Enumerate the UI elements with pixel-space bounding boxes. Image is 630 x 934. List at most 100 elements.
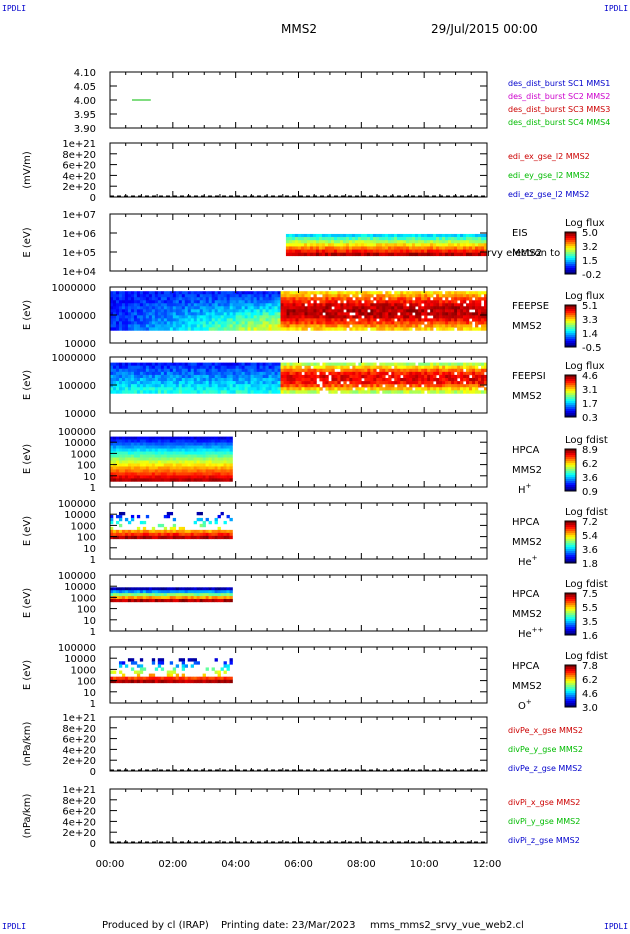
heatmap-cell (136, 303, 141, 307)
heatmap-cell (232, 378, 236, 382)
heatmap-cell (447, 246, 452, 250)
heatmap-cell (115, 309, 120, 313)
heatmap-cell (208, 475, 212, 479)
heatmap-cell (172, 451, 177, 455)
heatmap-cell (190, 378, 195, 382)
heatmap-cell (268, 384, 272, 388)
colorbar-step (565, 523, 576, 526)
heatmap-cell (199, 309, 204, 313)
heatmap-cell (157, 374, 162, 379)
heatmap-cell (262, 297, 266, 301)
colorbar-step (565, 613, 576, 616)
heatmap-cell (142, 454, 147, 458)
heatmap-cell (310, 309, 314, 313)
heatmap-cell (277, 387, 281, 391)
colorbar-title: Log fdist (565, 435, 608, 446)
heatmap-cell (142, 374, 147, 379)
heatmap-cell (400, 309, 404, 313)
heatmap-cell (397, 362, 401, 366)
heatmap-cell (382, 300, 386, 304)
heatmap-cell (136, 318, 141, 322)
heatmap-cell (193, 374, 198, 379)
heatmap-cell (390, 252, 395, 257)
heatmap-cell (229, 315, 233, 319)
heatmap-cell (199, 315, 204, 319)
heatmap-cell (163, 442, 168, 446)
heatmap-cell (334, 371, 338, 376)
colorbar-step (565, 601, 576, 604)
heatmap-cell (406, 327, 410, 331)
colorbar-step (565, 272, 576, 275)
heatmap-cell (375, 237, 380, 241)
heatmap-cell (208, 520, 212, 525)
heatmap-cell (110, 469, 114, 473)
heatmap-cell (346, 384, 350, 388)
heatmap-cell (310, 362, 314, 366)
heatmap-cell (459, 237, 464, 241)
heatmap-cell (307, 362, 311, 366)
heatmap-cell (442, 387, 446, 391)
heatmap-cell (226, 362, 230, 366)
colorbar-step (565, 555, 576, 558)
heatmap-cell (411, 243, 416, 247)
heatmap-cell (385, 384, 389, 388)
heatmap-cell (110, 478, 114, 482)
heatmap-cell (199, 523, 203, 528)
colorbar-step (565, 629, 576, 632)
heatmap-cell (229, 321, 233, 325)
heatmap-cell (199, 374, 204, 379)
heatmap-cell (331, 291, 335, 295)
heatmap-cell (211, 535, 215, 540)
heatmap-cell (370, 384, 374, 388)
heatmap-cell (391, 312, 395, 316)
heatmap-cell (163, 387, 168, 391)
heatmap-cell (295, 309, 299, 313)
heatmap-cell (349, 300, 353, 304)
heatmap-cell (145, 478, 150, 482)
heatmap-cell (169, 387, 174, 391)
heatmap-cell (307, 381, 311, 385)
heatmap-cell (436, 378, 440, 382)
heatmap-cell (354, 252, 359, 257)
heatmap-cell (220, 306, 224, 310)
heatmap-cell (358, 312, 362, 316)
heatmap-cell (202, 362, 207, 366)
colorbar-tick-label: 5.4 (582, 531, 598, 542)
heatmap-cell (139, 532, 144, 537)
heatmap-cell (223, 321, 227, 325)
heatmap-cell (202, 439, 206, 443)
heatmap-cell (175, 312, 180, 316)
heatmap-cell (394, 362, 398, 366)
heatmap-cell (472, 318, 476, 322)
heatmap-cell (220, 324, 224, 328)
heatmap-cell (271, 321, 275, 325)
heatmap-cell (307, 312, 311, 316)
heatmap-cell (142, 315, 147, 319)
heatmap-cell (388, 321, 392, 325)
heatmap-cell (456, 249, 461, 253)
heatmap-cell (259, 309, 263, 313)
heatmap-cell (148, 294, 153, 298)
colorbar-step (565, 479, 576, 482)
heatmap-cell (115, 466, 120, 470)
heatmap-cell (307, 365, 311, 370)
heatmap-cell (127, 309, 132, 313)
heatmap-cell (405, 252, 410, 257)
heatmap-cell (424, 315, 428, 319)
heatmap-cell (169, 291, 174, 295)
heatmap-cell (151, 590, 156, 594)
heatmap-cell (426, 252, 431, 257)
heatmap-cell (339, 243, 344, 247)
heatmap-cell (289, 315, 293, 319)
heatmap-cell (244, 324, 248, 328)
colorbar-step (565, 329, 576, 332)
heatmap-cell (226, 309, 230, 313)
heatmap-cell (262, 362, 266, 366)
heatmap-cell (184, 390, 189, 394)
heatmap-cell (139, 315, 144, 319)
heatmap-cell (256, 327, 260, 331)
heatmap-cell (399, 252, 404, 257)
heatmap-cell (160, 475, 165, 479)
heatmap-cell (199, 362, 204, 366)
heatmap-cell (301, 362, 305, 366)
